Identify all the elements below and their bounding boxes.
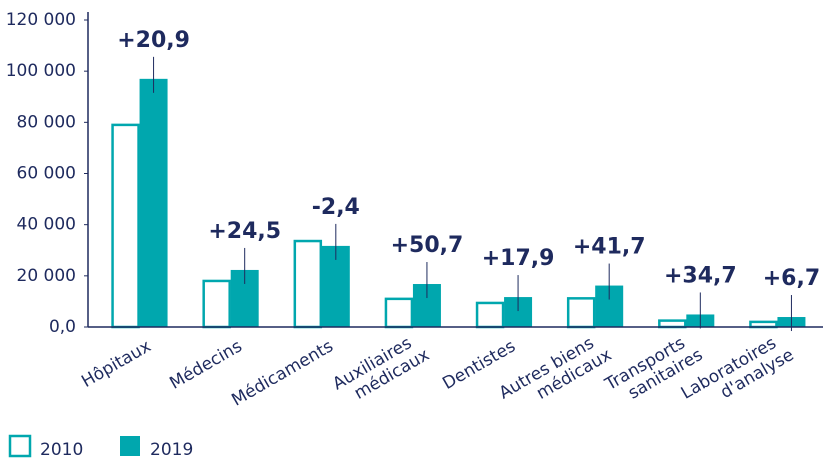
y-tick-label: 40 000: [17, 215, 76, 235]
annotation: +24,5: [208, 219, 281, 244]
x-tick-label: Médecins: [166, 336, 245, 393]
y-tick-label: 80 000: [17, 112, 76, 132]
legend-label: 2010: [40, 440, 83, 460]
y-tick-label: 120 000: [6, 10, 76, 30]
bar: [111, 123, 140, 329]
annotation: -2,4: [312, 195, 360, 220]
x-tick-label: Laboratoires d'analyse: [678, 329, 798, 421]
x-tick-label: Médicaments: [228, 336, 337, 410]
bar: [475, 301, 505, 329]
bar: [749, 320, 778, 329]
bar: [139, 78, 168, 327]
y-tick-label: 0,0: [49, 317, 76, 337]
bar: [658, 319, 687, 329]
x-tick-label: Auxiliaires médicaux: [329, 329, 433, 411]
legend-swatch: [120, 436, 140, 456]
y-tick-label: 60 000: [17, 164, 76, 184]
bar: [566, 297, 596, 329]
annotation: +34,7: [664, 263, 737, 288]
bar: [384, 297, 414, 329]
annotation: +6,7: [763, 266, 820, 291]
y-tick-label: 100 000: [6, 61, 76, 81]
x-tick-label: Autres biens médicaux: [496, 329, 615, 420]
y-tick-label: 20 000: [17, 266, 76, 286]
annotation: +50,7: [391, 233, 464, 258]
bar: [293, 239, 323, 329]
annotation: +20,9: [117, 28, 190, 53]
legend-label: 2019: [150, 440, 193, 460]
annotation: +41,7: [573, 235, 646, 260]
annotation: +17,9: [482, 246, 555, 271]
legend-swatch: [8, 434, 32, 458]
bar: [202, 279, 231, 329]
x-tick-label: Hôpitaux: [78, 336, 154, 392]
